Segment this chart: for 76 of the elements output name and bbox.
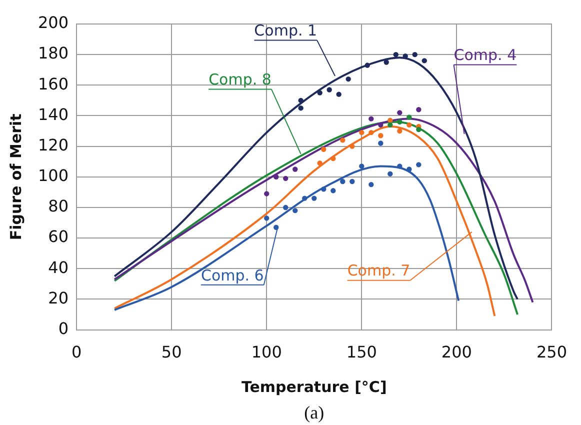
point xyxy=(350,178,355,184)
point xyxy=(350,144,355,149)
text: Comp. 7 xyxy=(347,262,410,280)
point xyxy=(397,128,402,134)
point xyxy=(330,188,336,194)
point xyxy=(264,191,270,196)
point xyxy=(298,105,304,111)
point xyxy=(330,156,336,162)
x-tick-label: 150 xyxy=(346,342,377,362)
point xyxy=(283,204,288,210)
y-tick-label: 120 xyxy=(38,135,69,154)
x-tick-label: 0 xyxy=(71,342,82,362)
point xyxy=(336,92,342,97)
point xyxy=(292,208,298,214)
point xyxy=(292,166,298,172)
point xyxy=(378,122,384,128)
point xyxy=(340,178,346,184)
y-tick-label: 100 xyxy=(38,166,69,186)
point xyxy=(378,140,384,146)
point xyxy=(346,76,351,82)
point xyxy=(312,196,317,201)
y-tick-label: 40 xyxy=(48,258,69,277)
y-tick-label: 0 xyxy=(58,318,69,338)
point xyxy=(378,133,384,138)
point xyxy=(368,116,374,122)
point xyxy=(359,164,364,169)
point xyxy=(388,171,393,176)
y-tick-label: 180 xyxy=(38,44,69,63)
point xyxy=(416,162,422,168)
point xyxy=(364,62,370,68)
point xyxy=(388,118,393,123)
y-tick-label: 60 xyxy=(48,227,69,246)
point xyxy=(416,126,422,132)
point xyxy=(412,52,418,58)
point xyxy=(406,122,412,128)
text: (a) xyxy=(304,402,324,423)
point xyxy=(302,196,308,201)
line-series xyxy=(114,165,460,311)
point xyxy=(264,216,270,221)
point xyxy=(298,98,304,104)
point xyxy=(283,176,288,182)
x-tick-label: 250 xyxy=(536,342,568,362)
y-axis-title: Figure of Merit xyxy=(6,114,25,240)
x-tick-label: 100 xyxy=(251,342,282,362)
point xyxy=(359,130,364,136)
text: Comp. 4 xyxy=(454,46,517,64)
text: Comp. 1 xyxy=(254,22,318,40)
point xyxy=(321,146,326,152)
point xyxy=(416,107,422,112)
x-axis-title: Temperature [°C] xyxy=(241,378,387,396)
point xyxy=(340,138,346,143)
x-tick-label: 50 xyxy=(161,342,182,362)
point xyxy=(274,174,279,180)
point xyxy=(406,166,412,172)
point xyxy=(393,52,398,58)
y-tick-label: 200 xyxy=(38,13,69,32)
point xyxy=(397,119,402,124)
point xyxy=(388,122,393,128)
point xyxy=(397,110,402,116)
point xyxy=(321,186,326,192)
point xyxy=(422,58,427,64)
y-tick-label: 80 xyxy=(48,196,69,216)
y-tick-label: 140 xyxy=(38,104,69,124)
text: Comp. 8 xyxy=(208,70,272,89)
series-label: Comp. 6 xyxy=(200,266,264,284)
point xyxy=(368,182,374,188)
point xyxy=(317,90,322,96)
point xyxy=(368,130,374,136)
point xyxy=(406,114,412,120)
y-tick-label: 160 xyxy=(38,74,69,94)
point xyxy=(317,160,322,166)
point xyxy=(384,60,389,65)
x-tick-label: 200 xyxy=(441,342,472,362)
point xyxy=(397,164,402,169)
y-tick-label: 20 xyxy=(48,288,69,308)
point xyxy=(326,87,332,92)
